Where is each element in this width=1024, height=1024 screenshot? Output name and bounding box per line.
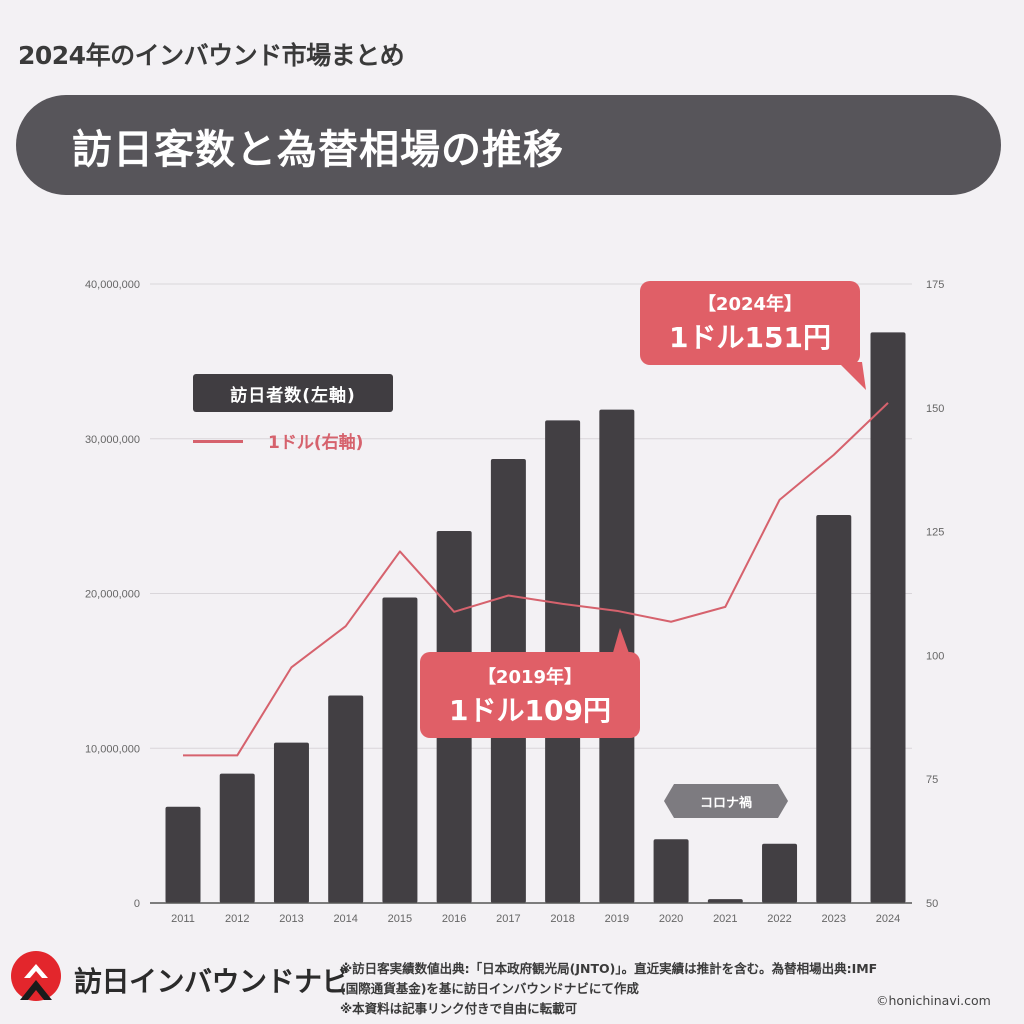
callout-2024-year: 【2024年】 <box>697 294 803 315</box>
bar-2020 <box>653 839 689 903</box>
left-axis-tick: 10,000,000 <box>85 743 140 755</box>
callout-2024-value: 1ドル151円 <box>669 321 831 354</box>
left-axis-tick: 30,000,000 <box>85 434 140 446</box>
x-axis-tick: 2024 <box>876 913 900 925</box>
legend-line-swatch <box>193 440 243 443</box>
note-line-2: (国際通貨基金)を基に訪日インバウンドナビにて作成 <box>340 981 639 996</box>
chart-title: 訪日客数と為替相場の推移 <box>72 127 564 173</box>
x-axis-tick: 2019 <box>605 913 629 925</box>
x-axis-tick: 2016 <box>442 913 466 925</box>
bar-2012 <box>219 773 255 903</box>
legend-line-label: 1ドル(右軸) <box>268 433 364 453</box>
note-line-3: ※本資料は記事リンク付きで自由に転載可 <box>340 1001 578 1016</box>
x-axis-tick: 2014 <box>333 913 357 925</box>
x-axis-tick: 2018 <box>550 913 574 925</box>
x-axis-tick: 2017 <box>496 913 520 925</box>
title-banner: 訪日客数と為替相場の推移 <box>16 95 1001 195</box>
brand-name: 訪日インバウンドナビ <box>74 965 350 998</box>
right-axis-tick: 125 <box>926 527 944 539</box>
x-axis-tick: 2013 <box>279 913 303 925</box>
x-axis-tick: 2012 <box>225 913 249 925</box>
x-axis-tick: 2023 <box>822 913 846 925</box>
right-axis-tick: 175 <box>926 279 944 291</box>
x-axis-tick: 2022 <box>767 913 791 925</box>
exchange-rate-line <box>183 402 889 757</box>
x-axis-tick: 2020 <box>659 913 683 925</box>
bar-2023 <box>816 515 852 903</box>
callout-2019-year: 【2019年】 <box>477 667 583 688</box>
callout-2019: 【2019年】 1ドル109円 <box>420 652 640 738</box>
right-axis-tick: 100 <box>926 650 944 662</box>
copyright: ©honichinavi.com <box>876 993 991 1008</box>
legend-bars: 訪日者数(左軸) <box>193 374 393 412</box>
bar-2015 <box>382 597 418 903</box>
supertitle: 2024年のインバウンド市場まとめ <box>18 41 405 70</box>
bar-2013 <box>273 742 309 903</box>
x-axis-tick: 2011 <box>171 913 195 925</box>
left-axis-tick: 0 <box>134 898 140 910</box>
x-axis-tick: 2015 <box>388 913 412 925</box>
source-notes: ※訪日客実績数値出典:「日本政府観光局(JNTO)」。直近実績は推計を含む。為替… <box>340 959 877 1019</box>
brand-logo-icon <box>11 951 61 1001</box>
x-axis-tick: 2021 <box>713 913 737 925</box>
right-axis-tick: 75 <box>926 774 938 786</box>
note-line-1: ※訪日客実績数値出典:「日本政府観光局(JNTO)」。直近実績は推計を含む。為替… <box>340 961 878 976</box>
bar-2022 <box>762 843 798 903</box>
bar-2024 <box>870 332 906 903</box>
callout-2019-value: 1ドル109円 <box>449 694 611 727</box>
right-axis-tick: 50 <box>926 898 938 910</box>
covid-label: コロナ禍 <box>664 784 788 818</box>
left-axis-tick: 40,000,000 <box>85 279 140 291</box>
left-axis-tick: 20,000,000 <box>85 589 140 601</box>
right-axis-tick: 150 <box>926 403 944 415</box>
bar-2011 <box>165 806 201 903</box>
bar-2021 <box>707 899 743 903</box>
callout-2024: 【2024年】 1ドル151円 <box>640 281 860 365</box>
bar-2014 <box>328 695 364 903</box>
